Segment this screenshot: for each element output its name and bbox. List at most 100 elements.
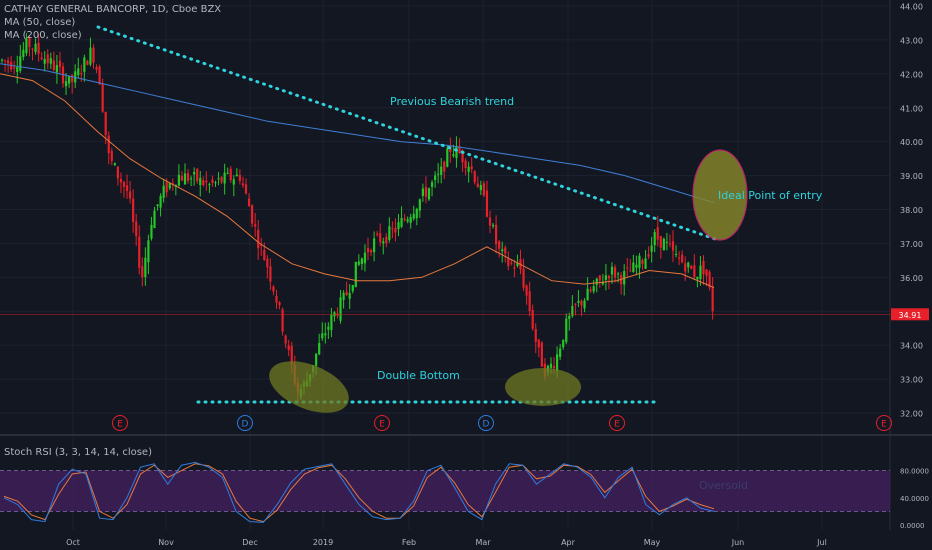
candle xyxy=(193,171,196,175)
y-tick-label: 37.00 xyxy=(900,240,923,249)
candle xyxy=(641,260,644,264)
candle xyxy=(52,60,55,71)
candle xyxy=(537,339,540,348)
candle xyxy=(190,178,193,180)
rsi-tick-label: 80.0000 xyxy=(900,468,929,476)
candle xyxy=(186,173,190,181)
candle xyxy=(272,286,275,292)
annotation-double-bottom: Double Bottom xyxy=(377,369,460,382)
candle xyxy=(388,226,391,241)
candle xyxy=(363,252,367,264)
candle xyxy=(162,185,165,198)
candle xyxy=(354,261,357,288)
candle xyxy=(418,199,421,211)
ma200-label: MA (200, close) xyxy=(4,30,82,41)
candle xyxy=(31,48,34,50)
candle xyxy=(281,309,284,332)
candle xyxy=(488,217,492,226)
candle xyxy=(196,168,199,182)
candle xyxy=(37,42,40,54)
candle xyxy=(141,266,144,278)
candle xyxy=(244,184,248,194)
candle xyxy=(247,198,251,207)
candle xyxy=(650,245,653,252)
candle xyxy=(95,67,98,70)
candle xyxy=(287,345,290,350)
candle xyxy=(632,262,635,272)
candle xyxy=(577,300,580,303)
candle xyxy=(168,183,171,189)
candle xyxy=(71,75,74,82)
candle xyxy=(104,111,107,136)
candle xyxy=(315,353,318,366)
candle xyxy=(684,263,687,272)
candle xyxy=(485,190,489,217)
candle xyxy=(629,270,632,272)
candle xyxy=(34,43,37,53)
candle xyxy=(501,249,504,252)
candle xyxy=(559,348,562,358)
x-tick-label: Apr xyxy=(561,538,576,547)
candle xyxy=(662,238,665,251)
earnings-event-icon xyxy=(876,415,892,431)
candle xyxy=(125,185,129,191)
last-price-badge xyxy=(891,308,929,321)
candle xyxy=(476,183,479,188)
candle xyxy=(516,262,519,266)
candle xyxy=(498,241,501,249)
event-label: E xyxy=(881,420,887,430)
candle xyxy=(482,183,485,196)
candle xyxy=(595,278,598,285)
candle xyxy=(254,224,257,227)
candle xyxy=(135,221,138,237)
candle xyxy=(409,217,412,223)
ma50-line xyxy=(0,73,715,288)
candle xyxy=(64,81,68,87)
candle xyxy=(507,258,510,267)
candle xyxy=(437,173,440,175)
x-tick-label: 2019 xyxy=(313,538,333,547)
candle xyxy=(226,172,229,174)
candle xyxy=(491,224,495,227)
candle xyxy=(74,71,77,83)
candle xyxy=(177,174,180,186)
candle xyxy=(592,286,595,292)
candle xyxy=(412,213,415,219)
event-label: D xyxy=(242,420,249,430)
candle xyxy=(275,295,278,303)
candle xyxy=(610,266,614,275)
candle xyxy=(68,76,71,84)
candle xyxy=(113,163,116,166)
candle xyxy=(324,333,327,336)
candle xyxy=(510,262,513,264)
candle xyxy=(470,166,473,170)
y-tick-label: 40.00 xyxy=(900,138,923,147)
candle xyxy=(504,247,507,254)
candle xyxy=(86,60,89,65)
candle xyxy=(43,59,46,64)
candle xyxy=(434,175,437,181)
candle xyxy=(107,135,110,154)
x-tick-label: Mar xyxy=(475,538,491,547)
candle xyxy=(339,297,342,321)
candle xyxy=(98,66,101,85)
candle xyxy=(241,183,245,186)
candle xyxy=(379,232,382,243)
candle xyxy=(376,233,379,235)
candle xyxy=(424,187,428,197)
candle xyxy=(147,240,150,263)
candle xyxy=(452,154,455,157)
y-tick-label: 38.00 xyxy=(900,206,923,215)
candle xyxy=(235,174,238,177)
candle xyxy=(626,267,629,269)
ma50-label: MA (50, close) xyxy=(4,17,76,28)
ma200-line xyxy=(0,63,715,204)
candle xyxy=(217,178,220,180)
candle xyxy=(604,275,607,280)
candle xyxy=(708,271,711,288)
candle xyxy=(318,342,321,355)
candle xyxy=(403,218,406,220)
candle xyxy=(220,177,223,183)
